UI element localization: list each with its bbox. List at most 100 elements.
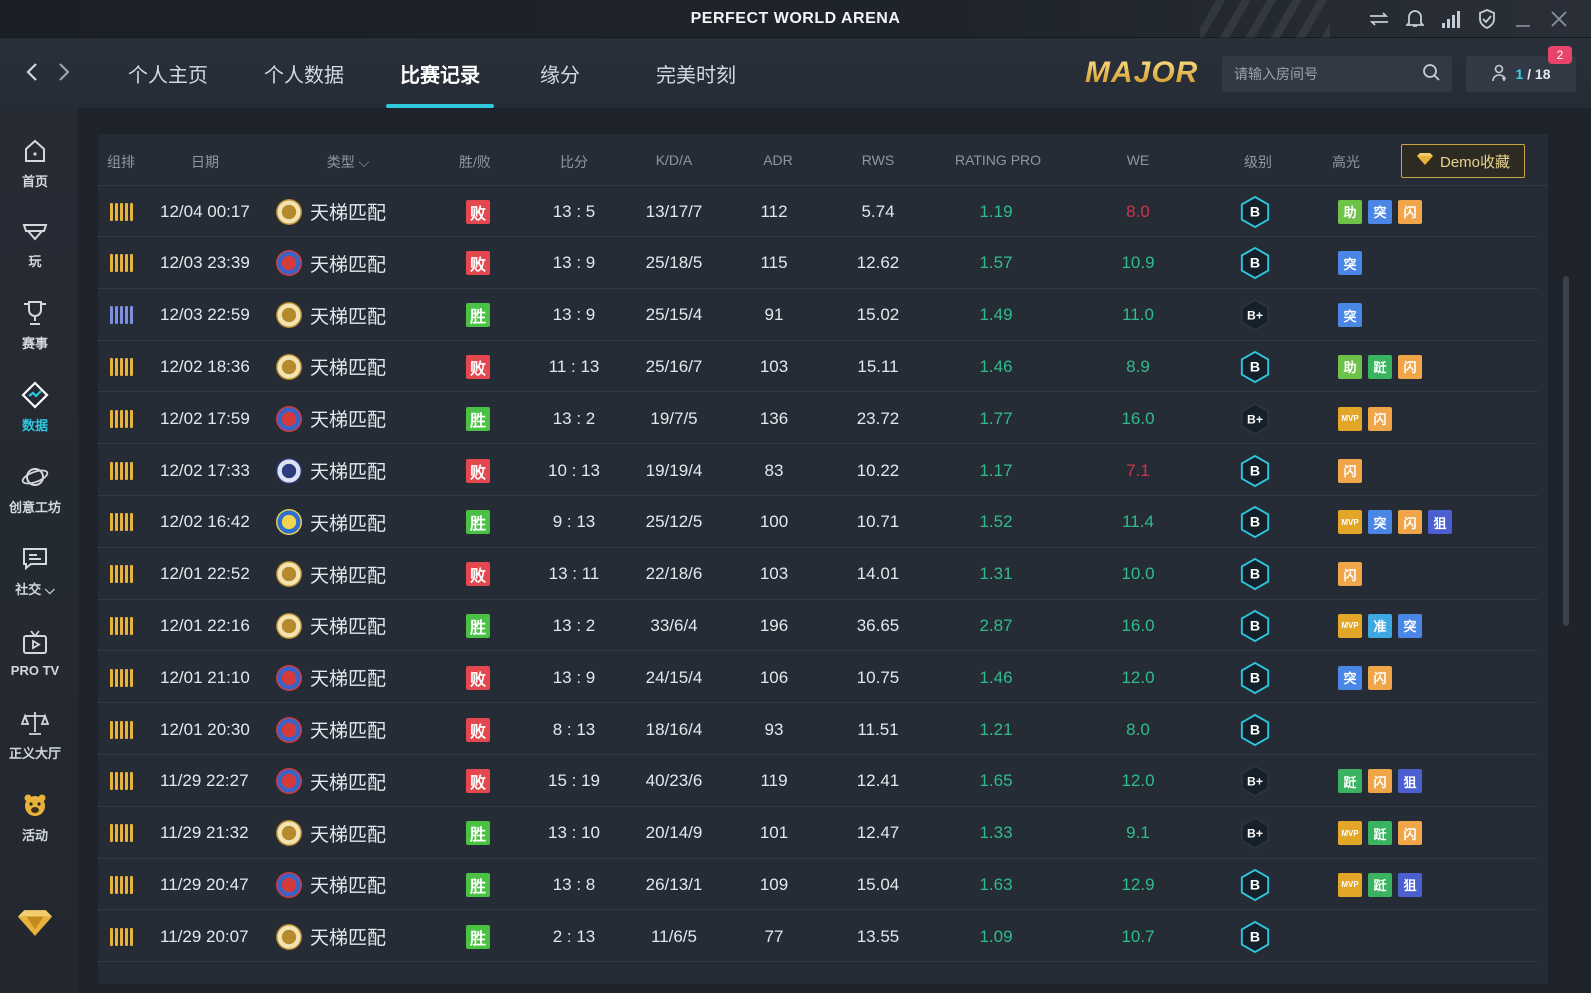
table-row[interactable]: 12/02 18:36 天梯匹配 败 11 : 13 25/16/7 103 15.11 1.… bbox=[98, 341, 1538, 393]
table-row[interactable]: 12/01 22:52 天梯匹配 败 13 : 11 22/18/6 103 14.01 1.… bbox=[98, 549, 1538, 600]
table-row[interactable]: 11/29 22:27 天梯匹配 败 15 : 19 40/23/6 119 12.41 1.… bbox=[98, 756, 1538, 807]
forward-arrow-icon[interactable] bbox=[54, 60, 74, 84]
result-cell: 胜 bbox=[466, 497, 490, 548]
tab-fate[interactable]: 缘分 bbox=[540, 64, 580, 87]
highlight-tag[interactable]: 跹 bbox=[1368, 821, 1392, 846]
result-badge: 胜 bbox=[466, 613, 490, 638]
highlight-tag[interactable]: MVP bbox=[1338, 872, 1362, 897]
sidebar-item-social[interactable]: 社交 ⌵ bbox=[0, 536, 70, 606]
tv-icon bbox=[23, 629, 47, 654]
match-type-icon bbox=[276, 612, 302, 639]
highlight-tag[interactable]: 跹 bbox=[1368, 872, 1392, 897]
close-icon[interactable] bbox=[1541, 6, 1577, 32]
tab-profile[interactable]: 个人主页 bbox=[128, 64, 208, 87]
highlight-tag[interactable]: 助 bbox=[1338, 354, 1362, 379]
sidebar-label: 数据 bbox=[21, 417, 48, 433]
table-row[interactable]: 11/29 20:47 天梯匹配 胜 13 : 8 26/13/1 109 15.04 1.6… bbox=[98, 859, 1538, 911]
highlight-tag[interactable]: 突 bbox=[1368, 510, 1392, 535]
highlight-tag[interactable]: MVP bbox=[1338, 821, 1362, 846]
room-search bbox=[1222, 56, 1452, 92]
we: 10.9 bbox=[1121, 253, 1155, 273]
kda: 25/16/7 bbox=[645, 356, 703, 376]
highlight-tag[interactable]: 闪 bbox=[1398, 354, 1422, 379]
match-date: 11/29 20:47 bbox=[160, 874, 249, 894]
team-cell bbox=[110, 393, 134, 444]
table-row[interactable]: 11/29 21:32 天梯匹配 胜 13 : 10 20/14/9 101 12.47 1.… bbox=[98, 808, 1538, 859]
sidebar-label: 赛事 bbox=[21, 335, 48, 351]
highlight-tag[interactable]: 突 bbox=[1368, 199, 1392, 224]
table-row[interactable]: 12/02 16:42 天梯匹配 胜 9 : 13 25/12/5 100 10.71 1.5… bbox=[98, 497, 1538, 548]
highlight-cell: 闪 bbox=[1338, 445, 1362, 496]
highlight-tag[interactable]: 闪 bbox=[1338, 562, 1362, 587]
table-row[interactable]: 12/02 17:33 天梯匹配 败 10 : 13 19/19/4 83 10.22 1.1… bbox=[98, 445, 1538, 496]
header-type[interactable]: 类型 ⌵ bbox=[326, 154, 370, 170]
highlight-tag[interactable]: 跹 bbox=[1338, 769, 1362, 794]
table-row[interactable]: 12/03 22:59 天梯匹配 胜 13 : 9 25/15/4 91 15.02 1.49… bbox=[98, 290, 1538, 341]
result-badge: 败 bbox=[466, 665, 490, 690]
scrollbar[interactable] bbox=[1563, 276, 1569, 626]
highlight-tag[interactable]: 闪 bbox=[1398, 199, 1422, 224]
sidebar-item-activities[interactable]: 活动 bbox=[0, 782, 70, 852]
highlight-tag[interactable]: 突 bbox=[1338, 251, 1362, 276]
table-row[interactable]: 12/01 22:16 天梯匹配 胜 13 : 2 33/6/4 196 36.65 2.87… bbox=[98, 600, 1538, 652]
sidebar-item-events[interactable]: 赛事 bbox=[0, 290, 70, 360]
highlight-tag[interactable]: 闪 bbox=[1398, 821, 1422, 846]
highlight-tag[interactable]: 突 bbox=[1338, 303, 1362, 328]
signal-icon[interactable] bbox=[1433, 6, 1469, 32]
back-arrow-icon[interactable] bbox=[22, 60, 42, 84]
match-date: 12/01 22:16 bbox=[160, 615, 250, 635]
table-row[interactable]: 12/03 23:39 天梯匹配 败 13 : 9 25/18/5 115 12.62 1.5… bbox=[98, 238, 1538, 289]
highlight-tag[interactable]: 狙 bbox=[1428, 510, 1452, 535]
highlight-tag[interactable]: 突 bbox=[1338, 665, 1362, 690]
minimize-icon[interactable] bbox=[1505, 6, 1541, 32]
match-type: 天梯匹配 bbox=[276, 859, 386, 910]
match-type: 天梯匹配 bbox=[276, 549, 386, 600]
search-icon[interactable] bbox=[1422, 63, 1440, 86]
transfer-icon[interactable] bbox=[1361, 6, 1397, 32]
room-search-input[interactable] bbox=[1234, 66, 1422, 82]
highlight-tag[interactable]: 闪 bbox=[1368, 665, 1392, 690]
highlight-tag[interactable]: MVP bbox=[1338, 406, 1362, 431]
sidebar-item-data[interactable]: 数据 bbox=[0, 372, 70, 442]
svg-text:B+: B+ bbox=[1247, 309, 1263, 323]
highlight-tags: 助跹闪 bbox=[1338, 354, 1422, 379]
highlight-tag[interactable]: 狙 bbox=[1398, 872, 1422, 897]
bell-icon[interactable] bbox=[1397, 6, 1433, 32]
highlight-tag[interactable]: 助 bbox=[1338, 199, 1362, 224]
highlight-tag[interactable]: 闪 bbox=[1368, 769, 1392, 794]
table-row[interactable]: 12/01 21:10 天梯匹配 败 13 : 9 24/15/4 106 10.75 1.4… bbox=[98, 652, 1538, 704]
sidebar-item-home[interactable]: 首页 bbox=[0, 128, 70, 198]
table-row[interactable]: 12/04 00:17 天梯匹配 败 13 : 5 13/17/7 112 5.74 1.19… bbox=[98, 186, 1538, 237]
tab-match-history[interactable]: 比赛记录 bbox=[386, 38, 494, 108]
sidebar-item-play[interactable]: 玩 bbox=[0, 208, 70, 278]
team-cell bbox=[110, 497, 134, 548]
highlight-tag[interactable]: 狙 bbox=[1398, 769, 1422, 794]
highlight-tag[interactable]: 闪 bbox=[1398, 510, 1422, 535]
highlight-tag[interactable]: MVP bbox=[1338, 510, 1362, 535]
highlight-tag[interactable]: 闪 bbox=[1368, 406, 1392, 431]
highlight-tag[interactable]: 准 bbox=[1368, 613, 1392, 638]
table-row[interactable]: 11/29 20:07 天梯匹配 胜 2 : 13 11/6/5 77 13.55 1.09 1… bbox=[98, 911, 1538, 963]
sidebar-item-pro-tv[interactable]: PRO TV bbox=[0, 618, 70, 688]
sidebar-item-justice-hall[interactable]: 正义大厅 bbox=[0, 700, 70, 770]
vip-diamond[interactable] bbox=[0, 888, 70, 958]
tab-perfect-moments[interactable]: 完美时刻 bbox=[656, 64, 736, 87]
sidebar-label: 首页 bbox=[21, 173, 48, 189]
highlight-tag[interactable]: MVP bbox=[1338, 613, 1362, 638]
tab-stats[interactable]: 个人数据 bbox=[264, 64, 344, 87]
sidebar-label: 玩 bbox=[28, 253, 42, 269]
table-row[interactable]: 12/01 20:30 天梯匹配 败 8 : 13 18/16/4 93 11.51 1.21… bbox=[98, 704, 1538, 755]
rating-pro: 1.17 bbox=[979, 460, 1013, 480]
match-type: 天梯匹配 bbox=[276, 341, 386, 392]
shield-icon[interactable] bbox=[1469, 6, 1505, 32]
major-logo[interactable]: MAJOR bbox=[1085, 56, 1199, 89]
rating-pro: 1.77 bbox=[979, 408, 1013, 428]
highlight-tag[interactable]: 突 bbox=[1398, 613, 1422, 638]
match-date: 12/03 23:39 bbox=[160, 253, 250, 273]
highlight-tag[interactable]: 跹 bbox=[1368, 354, 1392, 379]
demo-collection-button[interactable]: Demo收藏 bbox=[1401, 144, 1525, 178]
adr: 93 bbox=[764, 719, 784, 739]
highlight-tag[interactable]: 闪 bbox=[1338, 458, 1362, 483]
table-row[interactable]: 12/02 17:59 天梯匹配 胜 13 : 2 19/7/5 136 23.72 1.77… bbox=[98, 393, 1538, 445]
sidebar-item-workshop[interactable]: 创意工坊 bbox=[0, 454, 70, 524]
